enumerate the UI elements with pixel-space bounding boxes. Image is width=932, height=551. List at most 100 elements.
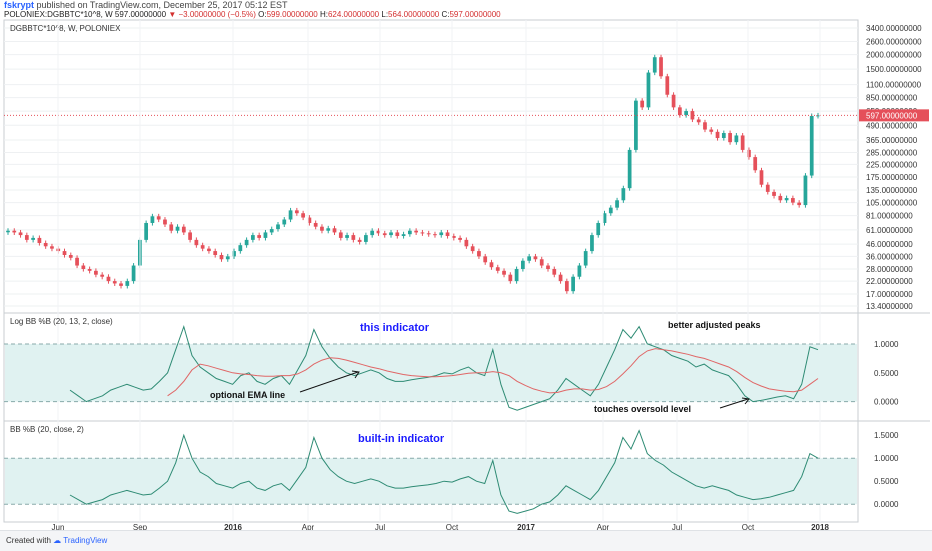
author-link[interactable]: fskrypt bbox=[4, 0, 35, 10]
time-tick-label: Apr bbox=[302, 523, 315, 532]
candle-body bbox=[313, 222, 318, 227]
candle-body bbox=[332, 228, 337, 233]
time-tick-label: 2017 bbox=[517, 523, 535, 532]
candle-body bbox=[803, 175, 808, 206]
candle-body bbox=[37, 237, 42, 243]
time-tick-label: Apr bbox=[597, 523, 610, 532]
open-label: O: bbox=[258, 10, 267, 19]
created-with-text: Created with bbox=[6, 536, 51, 545]
candle-body bbox=[370, 230, 375, 236]
osc-tick-label: 0.0000 bbox=[874, 398, 899, 407]
annotation-built-in: built-in indicator bbox=[358, 433, 445, 445]
candle-body bbox=[615, 200, 619, 208]
candle-body bbox=[508, 274, 513, 282]
annotation-arrow-oversold bbox=[719, 398, 749, 409]
candle-body bbox=[301, 213, 305, 218]
candle-body bbox=[364, 235, 368, 242]
candle-body bbox=[458, 237, 462, 240]
candle-body bbox=[709, 129, 714, 132]
osc-tick-label: 0.5000 bbox=[874, 369, 899, 378]
price-tick-label: 13.40000000 bbox=[866, 302, 913, 311]
candle-body bbox=[288, 210, 293, 220]
candle-body bbox=[539, 259, 544, 266]
candle-body bbox=[24, 235, 29, 240]
candle-body bbox=[244, 239, 249, 246]
price-tick-label: 1100.00000000 bbox=[866, 81, 922, 90]
osc-pane-title: BB %B (20, close, 2) bbox=[10, 425, 84, 434]
low-value: 564.00000000 bbox=[388, 10, 440, 19]
candles bbox=[6, 54, 820, 294]
candle-body bbox=[307, 217, 312, 223]
price-tick-label: 61.00000000 bbox=[866, 226, 913, 235]
price-tick-label: 46.00000000 bbox=[866, 240, 913, 249]
annotation-arrowhead bbox=[741, 397, 750, 405]
candle-body bbox=[175, 226, 180, 231]
candle-body bbox=[665, 76, 670, 95]
candle-body bbox=[188, 232, 192, 240]
candle-body bbox=[778, 195, 783, 201]
candle-body bbox=[577, 265, 582, 277]
candle-body bbox=[590, 235, 594, 252]
candle-body bbox=[389, 232, 393, 236]
price-tick-label: 490.00000000 bbox=[866, 121, 918, 130]
time-tick-label: Oct bbox=[742, 523, 755, 532]
candle-body bbox=[282, 219, 287, 225]
publish-info: published on TradingView.com, December 2… bbox=[36, 0, 288, 10]
symbol-name: POLONIEX:DGBBTC*10^8, W bbox=[4, 10, 113, 19]
candle-body bbox=[740, 135, 745, 150]
candle-body bbox=[376, 230, 381, 234]
candle-body bbox=[646, 72, 651, 108]
publish-header: fskrypt published on TradingView.com, De… bbox=[4, 0, 288, 10]
candle-body bbox=[791, 198, 795, 203]
candle-body bbox=[533, 256, 538, 260]
candle-body bbox=[571, 276, 575, 292]
candle-body bbox=[18, 232, 23, 236]
annotation-ema-line: optional EMA line bbox=[210, 390, 285, 400]
candle-body bbox=[558, 274, 563, 282]
candle-body bbox=[131, 265, 136, 282]
candle-body bbox=[407, 230, 412, 235]
candle-body bbox=[747, 149, 751, 158]
candle-body bbox=[414, 230, 419, 233]
candle-body bbox=[263, 232, 268, 238]
osc-tick-label: 1.0000 bbox=[874, 454, 899, 463]
price-tick-label: 105.00000000 bbox=[866, 199, 918, 208]
time-tick-label: Sep bbox=[133, 523, 148, 532]
open-value: 599.00000000 bbox=[266, 10, 318, 19]
candle-body bbox=[809, 115, 814, 176]
candle-body bbox=[326, 228, 331, 231]
time-tick-label: Jul bbox=[375, 523, 385, 532]
candle-body bbox=[734, 135, 739, 143]
candle-body bbox=[608, 207, 613, 214]
candle-body bbox=[445, 232, 450, 237]
candle-body bbox=[483, 256, 488, 263]
candle-body bbox=[238, 245, 243, 252]
band-fill bbox=[5, 458, 857, 505]
candle-body bbox=[583, 251, 588, 266]
price-tick-label: 81.00000000 bbox=[866, 212, 913, 221]
candle-body bbox=[225, 256, 230, 260]
candle-body bbox=[94, 270, 98, 275]
candle-body bbox=[759, 170, 764, 185]
candle-body bbox=[31, 237, 35, 240]
candle-body bbox=[125, 281, 130, 286]
price-change: −3.00000000 (−0.5%) bbox=[178, 10, 256, 19]
price-tick-label: 135.00000000 bbox=[866, 186, 918, 195]
candle-body bbox=[514, 268, 519, 282]
candle-body bbox=[797, 202, 802, 206]
band-fill bbox=[5, 343, 857, 402]
last-price-label-bg bbox=[859, 109, 929, 122]
price-tick-label: 365.00000000 bbox=[866, 136, 918, 145]
candle-body bbox=[294, 210, 299, 214]
candle-body bbox=[439, 232, 444, 236]
candle-body bbox=[112, 281, 117, 284]
price-tick-label: 175.00000000 bbox=[866, 173, 918, 182]
tradingview-logo-icon: ☁ bbox=[53, 536, 62, 545]
percent-b-line bbox=[69, 429, 819, 514]
candle-body bbox=[753, 157, 758, 171]
price-tick-label: 285.00000000 bbox=[866, 148, 918, 157]
candle-body bbox=[696, 119, 701, 123]
candle-body bbox=[163, 219, 167, 225]
tradingview-brand[interactable]: TradingView bbox=[63, 536, 108, 545]
